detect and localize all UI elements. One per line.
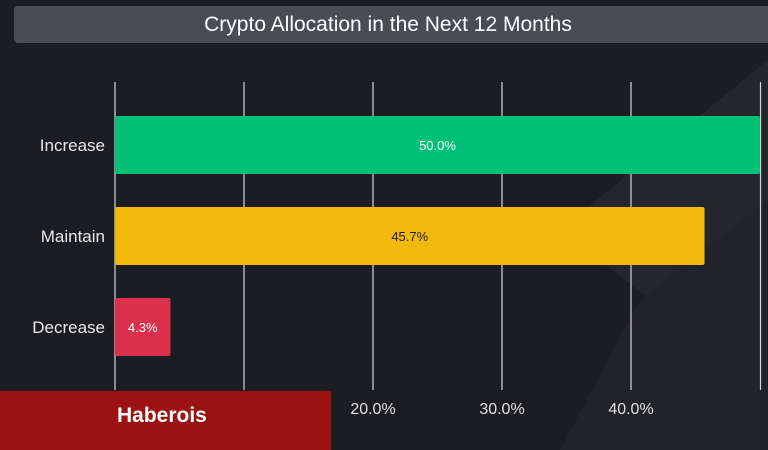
chart-title: Crypto Allocation in the Next 12 Months: [14, 6, 768, 43]
x-tick-label: 30.0%: [479, 401, 524, 418]
x-tick-label: 40.0%: [608, 401, 653, 418]
data-label: 45.7%: [391, 229, 428, 244]
bar-increase: [115, 116, 760, 174]
bar-decrease: [115, 298, 171, 356]
bar-maintain: [115, 207, 705, 265]
category-label: Increase: [40, 136, 105, 155]
x-tick-label: 20.0%: [350, 401, 395, 418]
watermark-banner: [0, 391, 331, 450]
watermark-label: Haberois: [117, 404, 207, 427]
category-label: Maintain: [41, 227, 105, 246]
data-label: 4.3%: [128, 320, 158, 335]
category-label: Decrease: [32, 318, 105, 337]
data-label: 50.0%: [419, 138, 456, 153]
